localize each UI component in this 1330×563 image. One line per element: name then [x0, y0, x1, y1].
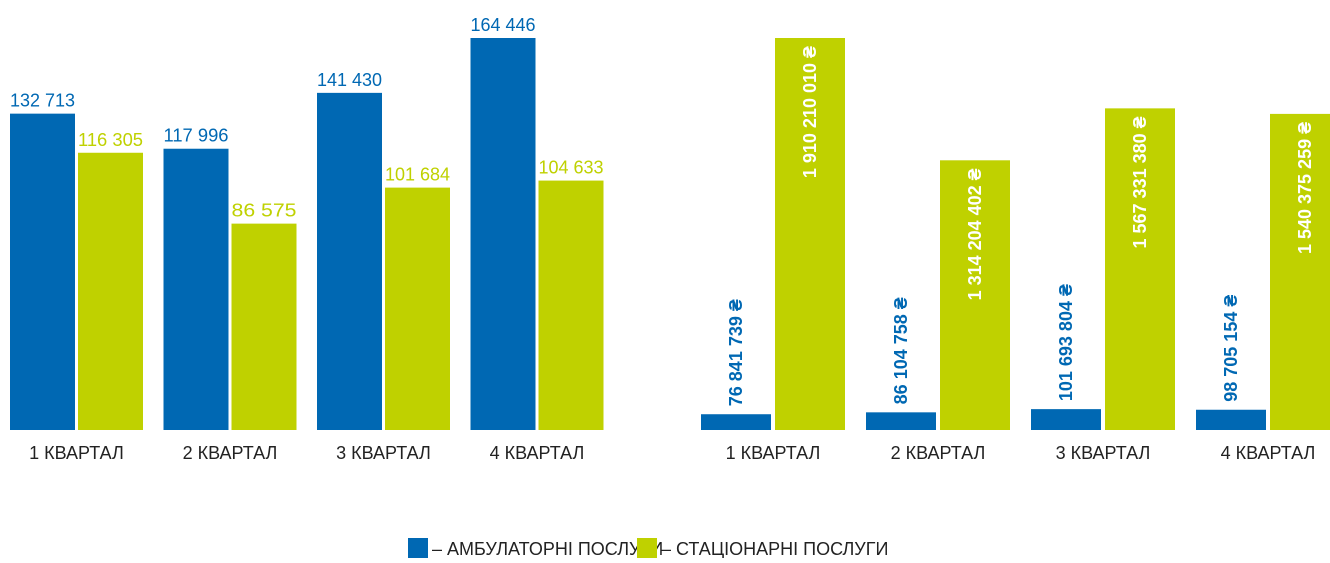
value-label: 117 996	[164, 126, 229, 146]
x-tick-label: 2 КВАРТАЛ	[183, 443, 278, 463]
bar	[701, 414, 771, 430]
value-label: 132 713	[10, 91, 75, 111]
value-label: 1 540 375 259 ₴	[1295, 122, 1315, 254]
bar	[1270, 113, 1330, 431]
legend-label: – СТАЦІОНАРНІ ПОСЛУГИ	[661, 539, 888, 558]
bar	[317, 92, 382, 430]
value-label: 116 305	[78, 130, 143, 150]
value-label: 101 693 804 ₴	[1056, 284, 1076, 401]
value-label: 86 575	[232, 201, 297, 221]
x-tick-label: 3 КВАРТАЛ	[336, 443, 431, 463]
value-label: 141 430	[317, 70, 382, 90]
bar	[10, 113, 75, 431]
bar	[1105, 108, 1175, 431]
value-label: 1 567 331 380 ₴	[1130, 116, 1150, 248]
bar	[163, 148, 229, 430]
x-tick-label: 1 КВАРТАЛ	[726, 443, 821, 463]
bar	[866, 412, 936, 430]
value-label: 104 633	[539, 158, 604, 178]
bar	[538, 180, 604, 430]
value-label: 86 104 758 ₴	[891, 297, 911, 404]
x-tick-label: 4 КВАРТАЛ	[490, 443, 585, 463]
bar	[385, 187, 450, 430]
bar	[231, 223, 297, 430]
legend-swatch	[637, 538, 657, 558]
legend-label: – АМБУЛАТОРНІ ПОСЛУГИ	[432, 539, 663, 558]
bar	[1031, 409, 1101, 430]
x-tick-label: 2 КВАРТАЛ	[891, 443, 986, 463]
bar	[78, 152, 143, 430]
value-label: 1 314 204 402 ₴	[965, 168, 985, 300]
value-label: 164 446	[471, 15, 536, 35]
legend-swatch	[408, 538, 428, 558]
value-label: 1 910 210 010 ₴	[800, 46, 820, 178]
value-label: 101 684	[385, 165, 450, 185]
x-tick-label: 3 КВАРТАЛ	[1056, 443, 1151, 463]
value-label: 76 841 739 ₴	[726, 299, 746, 406]
bar	[940, 160, 1010, 431]
x-tick-label: 1 КВАРТАЛ	[29, 443, 124, 463]
value-label: 98 705 154 ₴	[1221, 295, 1241, 402]
bar	[1196, 409, 1266, 430]
bar	[775, 38, 845, 430]
bar	[470, 38, 536, 430]
x-tick-label: 4 КВАРТАЛ	[1221, 443, 1316, 463]
